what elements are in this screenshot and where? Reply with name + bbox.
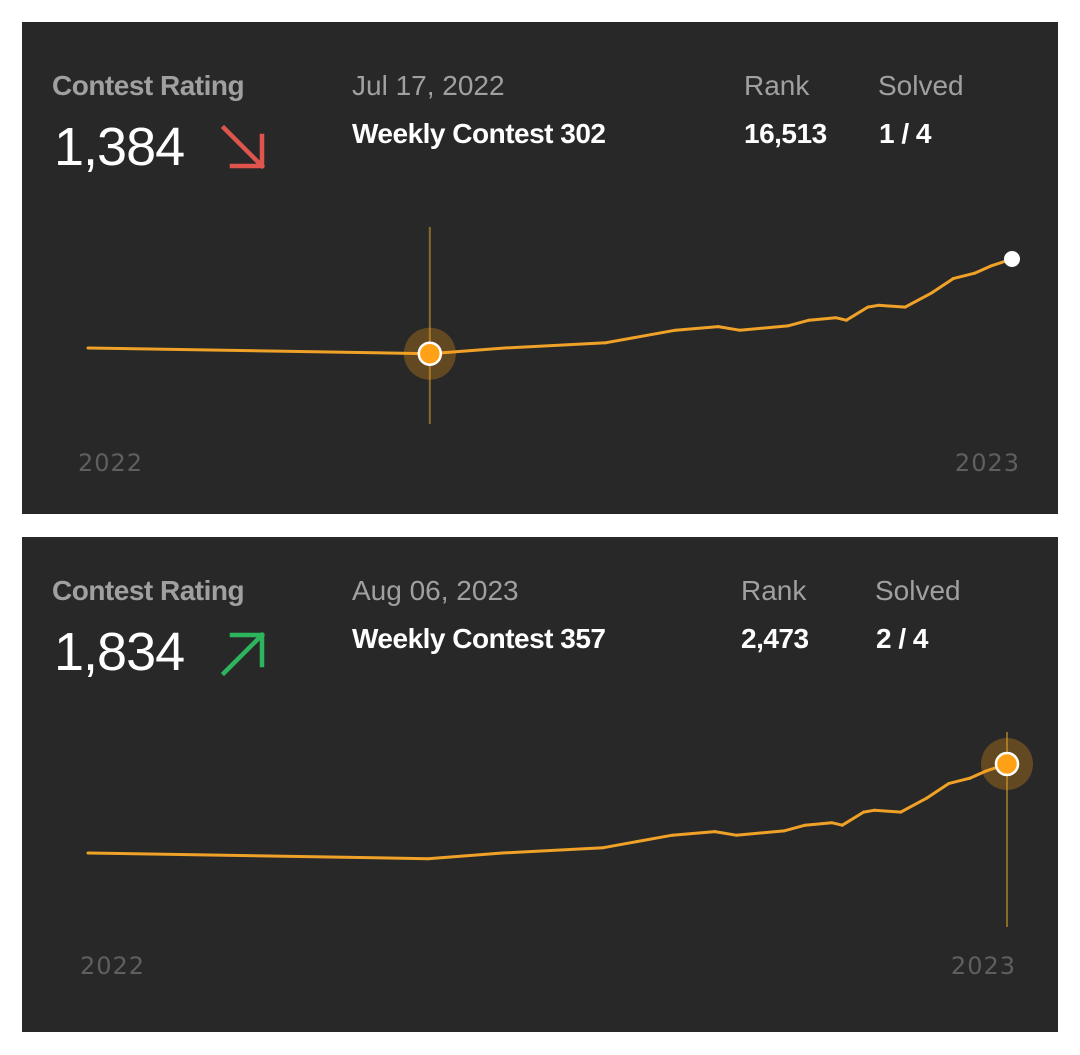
- rating-point[interactable]: [670, 833, 674, 837]
- arrow-down-right-icon: [220, 124, 266, 170]
- rating-points: [86, 762, 1009, 861]
- x-tick-label: 2023: [951, 952, 1016, 980]
- rating-point[interactable]: [601, 846, 605, 850]
- contest-date: Jul 17, 2022: [352, 70, 505, 101]
- rating-point[interactable]: [713, 830, 717, 834]
- rating-point[interactable]: [862, 810, 866, 814]
- rank-value: 2,473: [741, 623, 809, 654]
- rating-point[interactable]: [840, 823, 844, 827]
- x-tick-label: 2022: [78, 449, 143, 477]
- rating-chart-2[interactable]: 2022 2023: [22, 537, 1058, 1032]
- solved-label: Solved: [875, 575, 961, 606]
- rating-card-2: Contest Rating 1,834 Aug 06, 2023 Weekly…: [22, 537, 1058, 1032]
- rating-point[interactable]: [872, 808, 876, 812]
- rating-card-1: Contest Rating 1,384 Jul 17, 2022 Weekly…: [22, 22, 1058, 514]
- rating-point[interactable]: [803, 823, 807, 827]
- trend-arrow-stroke: [220, 631, 266, 677]
- rating-point[interactable]: [968, 776, 972, 780]
- rating-point[interactable]: [716, 325, 720, 329]
- rating-point[interactable]: [786, 324, 790, 328]
- rating-series-line: [87, 257, 1013, 356]
- rating-point[interactable]: [877, 303, 880, 307]
- rating-point[interactable]: [951, 277, 955, 281]
- rating-point[interactable]: [866, 305, 870, 309]
- last-point-marker: [1004, 251, 1020, 267]
- trend-arrow-stroke: [220, 124, 266, 170]
- rating-point[interactable]: [844, 318, 848, 322]
- rating-point[interactable]: [903, 305, 907, 309]
- rating-point[interactable]: [834, 316, 838, 320]
- rating-point[interactable]: [86, 851, 90, 855]
- rating-point[interactable]: [989, 264, 993, 268]
- rating-point[interactable]: [500, 851, 504, 855]
- rating-point[interactable]: [604, 341, 608, 345]
- contest-rating-value: 1,834: [54, 622, 185, 682]
- contest-date: Aug 06, 2023: [352, 575, 519, 606]
- arrow-up-right-icon: [220, 631, 266, 677]
- solved-value: 2 / 4: [876, 623, 928, 654]
- rating-point[interactable]: [984, 769, 988, 773]
- x-tick-label: 2022: [80, 952, 145, 980]
- rating-point[interactable]: [925, 796, 929, 800]
- rating-point[interactable]: [734, 833, 738, 837]
- solved-label: Solved: [878, 70, 964, 101]
- rank-label: Rank: [744, 70, 810, 101]
- rating-point[interactable]: [674, 328, 677, 332]
- contest-rating-label: Contest Rating: [52, 70, 245, 101]
- highlight-point[interactable]: [994, 751, 1020, 777]
- contest-rating-label: Contest Rating: [52, 575, 245, 606]
- rating-point[interactable]: [973, 271, 977, 275]
- rating-point[interactable]: [807, 318, 811, 322]
- rating-point[interactable]: [830, 821, 834, 825]
- solved-value: 1 / 4: [879, 118, 931, 149]
- rating-point[interactable]: [930, 291, 934, 295]
- highlight-point[interactable]: [417, 341, 443, 366]
- rank-label: Rank: [741, 575, 807, 606]
- rating-point[interactable]: [426, 857, 430, 861]
- rating-series-line: [87, 762, 1008, 861]
- rating-chart-1[interactable]: 2022 2023: [22, 22, 1058, 514]
- rank-value: 16,513: [744, 118, 827, 149]
- rating-point[interactable]: [503, 346, 507, 350]
- rating-point[interactable]: [782, 829, 786, 833]
- contest-rating-value: 1,384: [54, 117, 185, 177]
- rating-point[interactable]: [738, 328, 742, 332]
- rating-point[interactable]: [947, 782, 951, 786]
- rating-point[interactable]: [86, 346, 90, 350]
- contest-name: Weekly Contest 302: [352, 118, 606, 149]
- rating-point[interactable]: [899, 810, 903, 814]
- contest-name: Weekly Contest 357: [352, 623, 606, 654]
- x-tick-label: 2023: [955, 449, 1020, 477]
